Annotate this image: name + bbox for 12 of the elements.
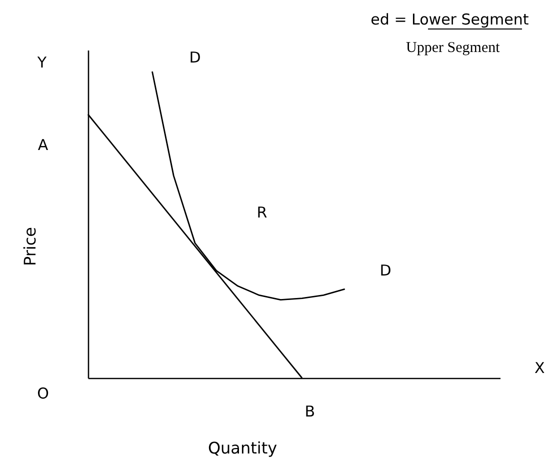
y-axis-title: Price <box>20 226 40 266</box>
annotation: R <box>256 203 268 222</box>
text: Y <box>36 53 48 72</box>
text: D <box>189 48 201 66</box>
text: A <box>38 136 49 154</box>
annotation: D <box>380 262 392 280</box>
text: Upper Segment <box>406 40 501 56</box>
text: X <box>534 358 545 377</box>
x-axis-title: Quantity <box>208 438 278 458</box>
text: O <box>37 384 49 402</box>
text: B <box>304 402 316 421</box>
text: ed = Lower Segment <box>370 10 529 28</box>
